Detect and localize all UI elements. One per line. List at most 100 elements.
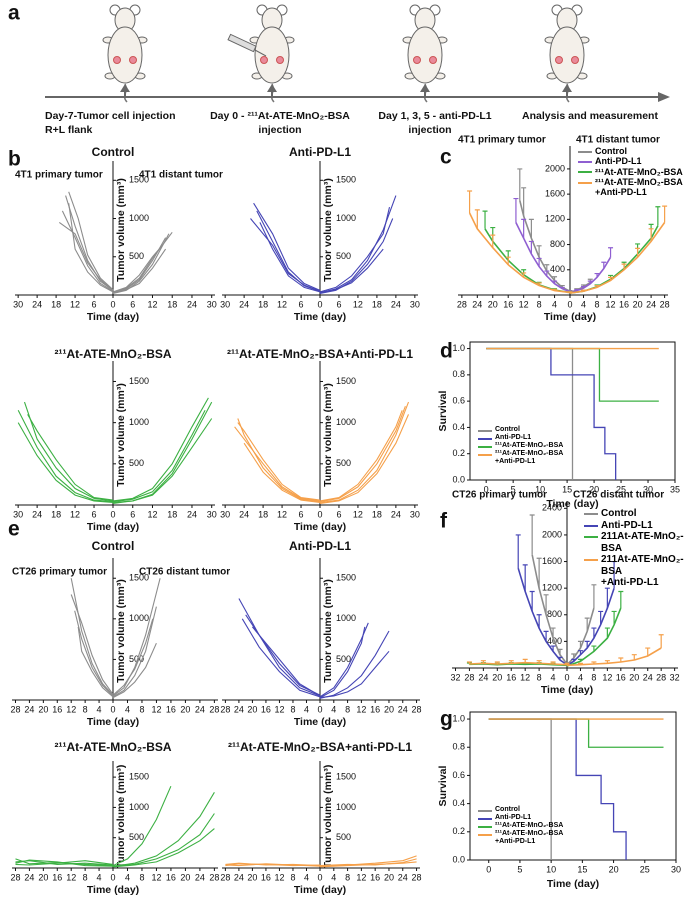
y-tick-label: 0.6 (452, 770, 465, 780)
x-tick-label: 20 (589, 484, 599, 494)
legend-swatch (578, 181, 592, 184)
x-axis-label: Time (day) (544, 311, 596, 323)
y-tick-label: 1500 (129, 573, 149, 583)
x-tick-label: 12 (147, 509, 157, 519)
tumor-line (319, 626, 366, 699)
error-bar (604, 660, 610, 664)
x-tick-label: 24 (187, 509, 197, 519)
x-tick-label: 30 (643, 484, 653, 494)
error-bar (536, 557, 542, 589)
y-tick-label: 500 (129, 458, 144, 468)
y-axis-label: Tumor volume (mm³) (115, 178, 127, 282)
tumor-line (250, 218, 321, 292)
error-bar (543, 630, 549, 642)
step-note: injection (408, 124, 451, 136)
tumor-line (17, 410, 114, 503)
x-tick-label: 24 (472, 299, 482, 309)
tumor-line (70, 594, 114, 695)
legend-swatch (478, 453, 492, 456)
y-tick-label: 1500 (129, 771, 149, 781)
x-tick-label: 24 (239, 299, 249, 309)
error-bar (480, 660, 486, 664)
x-tick-label: 20 (633, 299, 643, 309)
legend-label: ²¹¹At-ATE-MnO₂-BSA (595, 166, 683, 177)
legend-swatch (478, 809, 492, 812)
tumor-line (112, 578, 161, 697)
x-tick-label: 20 (180, 704, 190, 714)
tumor-line (112, 828, 215, 868)
error-bar (591, 584, 597, 609)
y-tick-label: 2000 (542, 529, 562, 539)
x-tick-label: 16 (166, 704, 176, 714)
x-tick-label: 4 (125, 704, 130, 714)
tumor-line (319, 650, 390, 699)
x-tick-label: 8 (83, 704, 88, 714)
legend-label: ²¹¹At-ATE-MnO₂-BSA (495, 442, 564, 450)
error-bar (611, 560, 617, 589)
x-tick-label: 16 (261, 704, 271, 714)
legend-swatch (578, 150, 592, 153)
x-tick-label: 8 (595, 299, 600, 309)
legend-swatch (478, 437, 492, 440)
legend: Control Anti-PD-L1 ²¹¹At-ATE-MnO₂-BSA ²¹¹At… (578, 146, 683, 198)
x-tick-label: 4 (97, 704, 102, 714)
tumor-line (112, 410, 206, 503)
annotation: CT26 distant tumor (139, 567, 230, 578)
tumor-line (469, 661, 568, 666)
x-axis-label: Time (day) (294, 521, 346, 533)
x-tick-label: 24 (391, 509, 401, 519)
tumor-line (238, 598, 321, 697)
tumor-line (241, 618, 321, 698)
legend-swatch (478, 429, 492, 432)
error-bar (655, 206, 661, 226)
tumor-line (319, 861, 417, 868)
legend-item: Anti-PD-L1 (578, 156, 683, 166)
error-bar (635, 247, 641, 258)
x-tick-label: 20 (492, 672, 502, 682)
chart-title: Control (92, 539, 135, 553)
legend-swatch (478, 833, 492, 836)
error-bar (529, 514, 535, 555)
error-bar (621, 263, 627, 270)
error-bar (544, 270, 550, 277)
y-tick-label: 1000 (336, 802, 356, 812)
tumor-line (112, 233, 170, 295)
x-tick-label: 6 (299, 509, 304, 519)
x-tick-label: 24 (32, 299, 42, 309)
x-axis-label: Time (day) (546, 498, 598, 510)
x-tick-label: 0 (110, 872, 115, 882)
y-tick-label: 400 (550, 264, 565, 274)
error-bar (594, 284, 600, 288)
legend-label: Control (495, 426, 520, 433)
legend-item: ²¹¹At-ATE-MnO₂-BSA (578, 167, 683, 177)
y-axis-label: Tumor volume (mm³) (115, 579, 127, 683)
error-bar (598, 610, 604, 625)
x-tick-label: 0 (110, 704, 115, 714)
tumor-line (237, 418, 321, 503)
tumor-line (319, 410, 403, 502)
legend-item: ²¹¹At-ATE-MnO₂-BSA (478, 442, 563, 450)
x-tick-label: 24 (32, 509, 42, 519)
legend-label: ²¹¹At-ATE-MnO₂-BSA +Anti-PD-L1 (495, 830, 564, 846)
x-tick-label: 12 (277, 299, 287, 309)
y-tick-label: 0.4 (452, 798, 465, 808)
error-bar (564, 664, 570, 666)
mouse-icons (102, 4, 590, 103)
y-tick-label: 1.0 (452, 713, 465, 723)
legend-swatch (584, 524, 598, 527)
error-bar (618, 590, 624, 609)
error-bar (591, 661, 597, 665)
step-note: R+L flank (45, 124, 93, 136)
y-axis-label: Tumor volume (mm³) (115, 765, 127, 869)
x-tick-label: 12 (151, 704, 161, 714)
legend-label: Anti-PD-L1 (495, 434, 532, 442)
legend-swatch (578, 171, 592, 174)
y-tick-label: 0.0 (452, 474, 465, 484)
x-tick-label: 35 (670, 484, 680, 494)
x-tick-label: 28 (10, 872, 20, 882)
chart-title: ²¹¹At-ATE-MnO₂-BSA (54, 347, 171, 361)
x-tick-label: 16 (503, 299, 513, 309)
x-tick-label: 24 (239, 509, 249, 519)
x-tick-label: 30 (410, 299, 420, 309)
y-tick-label: 0.8 (452, 742, 465, 752)
